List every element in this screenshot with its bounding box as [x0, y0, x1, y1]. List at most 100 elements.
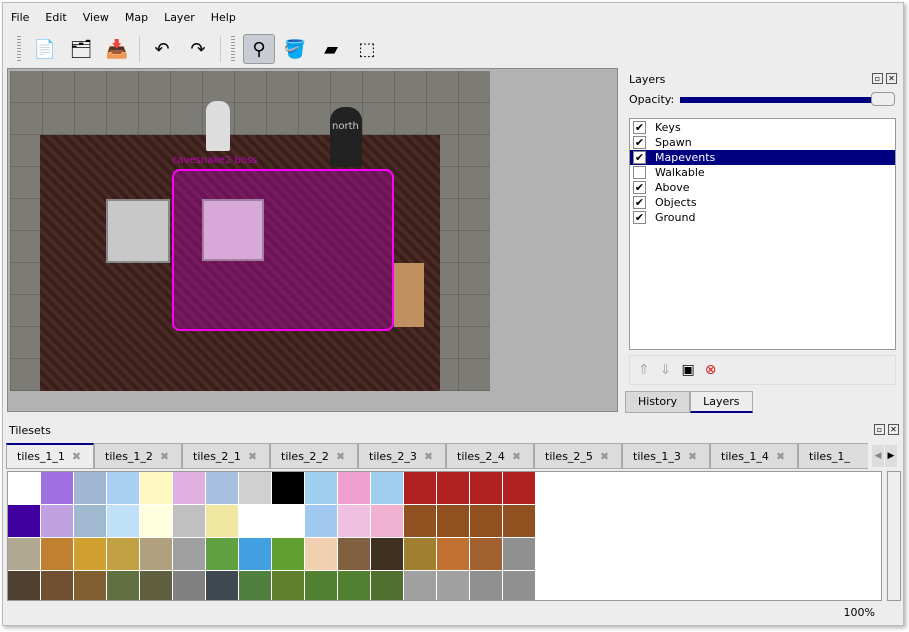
tileset-tab[interactable]: tiles_1_ [798, 443, 868, 469]
tile[interactable] [140, 571, 173, 600]
tile[interactable] [239, 472, 272, 505]
tile[interactable] [41, 538, 74, 571]
visibility-checkbox[interactable] [633, 166, 646, 179]
slider-handle[interactable] [871, 91, 895, 106]
tileset-view[interactable] [7, 471, 882, 601]
open-button[interactable]: 🗂 [65, 34, 97, 64]
tile[interactable] [470, 505, 503, 538]
layer-row[interactable]: Walkable [630, 165, 895, 180]
tileset-tab[interactable]: tiles_1_4 ✖ [710, 443, 798, 469]
visibility-checkbox[interactable]: ✔ [633, 136, 646, 149]
tile[interactable] [74, 571, 107, 600]
tile[interactable] [8, 538, 41, 571]
tile[interactable] [305, 472, 338, 505]
tile[interactable] [206, 472, 239, 505]
tile[interactable] [371, 505, 404, 538]
scroll-left-icon[interactable]: ◀ [872, 445, 884, 467]
redo-button[interactable]: ↷ [182, 34, 214, 64]
tile[interactable] [140, 538, 173, 571]
tile[interactable] [239, 505, 272, 538]
visibility-checkbox[interactable]: ✔ [633, 121, 646, 134]
tileset-tab[interactable]: tiles_1_1 ✖ [6, 443, 94, 469]
tile[interactable] [338, 538, 371, 571]
save-button[interactable]: 📥 [101, 34, 133, 64]
menu-map[interactable]: Map [124, 11, 149, 24]
tile[interactable] [8, 571, 41, 600]
tile[interactable] [437, 472, 470, 505]
tile[interactable] [140, 505, 173, 538]
tile[interactable] [503, 538, 536, 571]
tile[interactable] [371, 571, 404, 600]
tile[interactable] [305, 505, 338, 538]
eraser-button[interactable]: ▰ [315, 34, 347, 64]
undo-button[interactable]: ↶ [146, 34, 178, 64]
close-icon[interactable]: ✕ [888, 424, 899, 435]
tile[interactable] [404, 538, 437, 571]
tileset-tab[interactable]: tiles_2_4 ✖ [446, 443, 534, 469]
menu-edit[interactable]: Edit [45, 11, 67, 24]
tile[interactable] [206, 505, 239, 538]
layer-row[interactable]: ✔ Ground [630, 210, 895, 225]
close-tab-icon[interactable]: ✖ [247, 449, 258, 463]
tile[interactable] [437, 505, 470, 538]
tile[interactable] [206, 571, 239, 600]
tile[interactable] [305, 538, 338, 571]
tile[interactable] [338, 472, 371, 505]
tile[interactable] [41, 571, 74, 600]
tile[interactable] [173, 472, 206, 505]
new-button[interactable]: 📄 [29, 34, 61, 64]
tile[interactable] [239, 538, 272, 571]
menu-view[interactable]: View [82, 11, 109, 24]
tile[interactable] [41, 505, 74, 538]
tile[interactable] [8, 505, 41, 538]
tile[interactable] [173, 538, 206, 571]
menu-file[interactable]: File [11, 11, 30, 24]
map-view[interactable]: cavesnake2 boss north [7, 68, 618, 412]
tileset-tab[interactable]: tiles_2_5 ✖ [534, 443, 622, 469]
map-canvas[interactable]: cavesnake2 boss north [10, 71, 490, 391]
visibility-checkbox[interactable]: ✔ [633, 151, 646, 164]
tileset-tab[interactable]: tiles_1_3 ✖ [622, 443, 710, 469]
visibility-checkbox[interactable]: ✔ [633, 211, 646, 224]
tile[interactable] [305, 571, 338, 600]
tile[interactable] [470, 571, 503, 600]
tile[interactable] [503, 505, 536, 538]
bucket-fill-button[interactable]: 🪣 [279, 34, 311, 64]
layer-row[interactable]: ✔ Spawn [630, 135, 895, 150]
close-tab-icon[interactable]: ✖ [159, 449, 170, 463]
menu-help[interactable]: Help [210, 11, 236, 24]
scroll-right-icon[interactable]: ▶ [885, 445, 897, 467]
tile[interactable] [140, 472, 173, 505]
layer-row[interactable]: ✔ Above [630, 180, 895, 195]
tile[interactable] [239, 571, 272, 600]
tile[interactable] [371, 472, 404, 505]
tile[interactable] [107, 472, 140, 505]
tile[interactable] [41, 472, 74, 505]
vertical-scrollbar[interactable] [887, 471, 901, 601]
close-tab-icon[interactable]: ✖ [423, 449, 434, 463]
rect-select-button[interactable]: ⬚ [351, 34, 383, 64]
lower-layer-icon[interactable]: ⇓ [659, 362, 672, 378]
close-tab-icon[interactable]: ✖ [599, 449, 610, 463]
tile[interactable] [107, 538, 140, 571]
tile[interactable] [74, 472, 107, 505]
tile[interactable] [272, 472, 305, 505]
tile[interactable] [74, 505, 107, 538]
close-tab-icon[interactable]: ✖ [775, 449, 786, 463]
tileset-tab[interactable]: tiles_2_3 ✖ [358, 443, 446, 469]
tile[interactable] [470, 538, 503, 571]
tab-layers[interactable]: Layers [690, 391, 753, 413]
tab-history[interactable]: History [625, 391, 691, 413]
tile[interactable] [8, 472, 41, 505]
raise-layer-icon[interactable]: ⇑ [638, 362, 650, 378]
tile[interactable] [404, 472, 437, 505]
close-icon[interactable]: ✕ [886, 73, 897, 84]
stamp-brush-button[interactable]: ⚲ [243, 34, 275, 64]
tile[interactable] [173, 505, 206, 538]
tile[interactable] [437, 571, 470, 600]
visibility-checkbox[interactable]: ✔ [633, 181, 646, 194]
layer-row[interactable]: ✔ Mapevents [630, 150, 895, 165]
tile[interactable] [371, 538, 404, 571]
tileset-tab[interactable]: tiles_1_2 ✖ [94, 443, 182, 469]
delete-layer-icon[interactable]: ⊗ [704, 362, 717, 378]
